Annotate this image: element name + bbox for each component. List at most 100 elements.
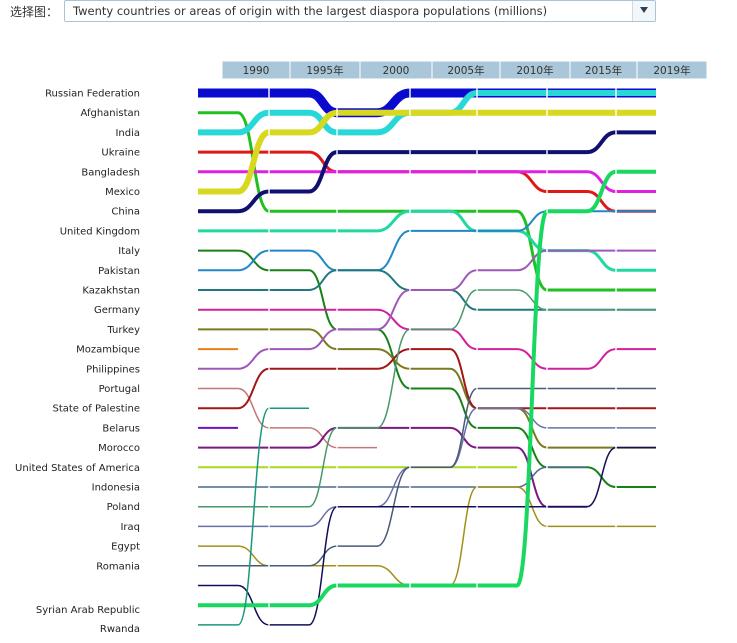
year-marker [268, 425, 270, 430]
country-label: India [115, 128, 140, 139]
year-marker [268, 228, 270, 233]
series-line[interactable] [198, 328, 656, 449]
year-marker [615, 288, 617, 292]
year-marker [336, 445, 338, 450]
year-marker [336, 129, 338, 136]
year-marker [268, 366, 270, 371]
year-marker [546, 150, 548, 155]
year-header-label: 1990 [243, 65, 270, 77]
year-marker [268, 445, 270, 450]
year-marker [409, 504, 411, 509]
year-marker [336, 347, 338, 352]
year-marker [336, 485, 338, 489]
series-line[interactable] [198, 348, 656, 410]
series-line[interactable] [198, 426, 587, 508]
year-marker [615, 386, 617, 391]
series-line[interactable] [198, 308, 656, 370]
country-label: Turkey [106, 325, 140, 336]
year-marker [409, 425, 411, 430]
year-marker [268, 288, 270, 292]
country-label: Poland [107, 502, 140, 513]
year-marker [546, 109, 548, 116]
country-label: Philippines [86, 364, 140, 375]
year-marker [476, 209, 478, 214]
year-marker [336, 504, 338, 509]
country-label: United Kingdom [60, 226, 140, 237]
year-marker [546, 169, 548, 174]
year-marker [409, 465, 411, 470]
year-marker [476, 90, 478, 96]
year-marker [615, 209, 617, 214]
series-line[interactable] [198, 111, 656, 292]
series-line[interactable] [198, 387, 377, 449]
country-label: Syrian Arab Republic [36, 605, 140, 616]
year-marker [268, 563, 270, 568]
year-marker [409, 366, 411, 371]
year-header-label: 2015年 [585, 64, 622, 77]
series-line[interactable] [198, 289, 656, 508]
year-marker [336, 425, 338, 430]
year-marker [476, 406, 478, 411]
year-marker [336, 583, 338, 588]
year-marker [615, 485, 617, 489]
chart-select-label: 选择图： [10, 5, 59, 19]
year-marker [336, 563, 338, 568]
year-marker [476, 485, 478, 489]
year-marker [476, 109, 478, 116]
year-marker [336, 109, 338, 116]
year-marker [615, 90, 617, 96]
series-line[interactable] [198, 446, 656, 626]
year-header-label: 2000 [383, 65, 410, 77]
year-marker [476, 445, 478, 450]
year-marker [409, 150, 411, 155]
series-line[interactable] [198, 150, 656, 213]
year-marker [336, 366, 338, 371]
country-label: Afghanistan [80, 108, 140, 119]
country-label: Russian Federation [45, 89, 140, 100]
year-marker [409, 583, 411, 588]
year-marker [476, 288, 478, 292]
series-line[interactable] [198, 407, 309, 626]
year-marker [268, 88, 270, 98]
series-line[interactable] [198, 486, 656, 587]
year-marker [546, 307, 548, 312]
country-label: State of Palestine [52, 404, 140, 415]
country-label: United States of America [15, 463, 140, 474]
year-marker [476, 465, 478, 470]
country-label: Italy [118, 246, 140, 257]
year-marker [268, 150, 270, 155]
chevron-down-icon[interactable] [632, 1, 655, 21]
series-line[interactable] [198, 209, 656, 272]
series-line[interactable] [198, 170, 656, 193]
year-marker [476, 347, 478, 352]
year-marker [476, 425, 478, 430]
country-label: Pakistan [98, 266, 140, 277]
series-line[interactable] [198, 387, 656, 567]
country-label: Rwanda [100, 624, 140, 635]
year-marker [336, 209, 338, 214]
year-marker [615, 189, 617, 194]
year-marker [336, 465, 338, 470]
year-marker [615, 268, 617, 273]
year-marker [615, 406, 617, 411]
year-marker [546, 504, 548, 509]
year-marker [409, 228, 411, 233]
series-line[interactable] [198, 210, 656, 272]
chart-select-dropdown[interactable]: Twenty countries or areas of origin with… [64, 0, 656, 22]
year-marker [615, 248, 617, 253]
country-label: Morocco [98, 443, 140, 454]
year-marker [268, 347, 270, 352]
year-marker [268, 169, 270, 174]
country-label: China [111, 207, 140, 218]
country-label: Germany [94, 305, 140, 316]
year-header-label: 2019年 [653, 64, 690, 77]
year-marker [546, 465, 548, 470]
year-marker [615, 307, 617, 312]
year-marker [409, 327, 411, 332]
year-marker [615, 425, 617, 430]
year-marker [336, 228, 338, 233]
year-marker [476, 307, 478, 312]
year-marker [476, 386, 478, 391]
country-label: Indonesia [92, 483, 140, 494]
